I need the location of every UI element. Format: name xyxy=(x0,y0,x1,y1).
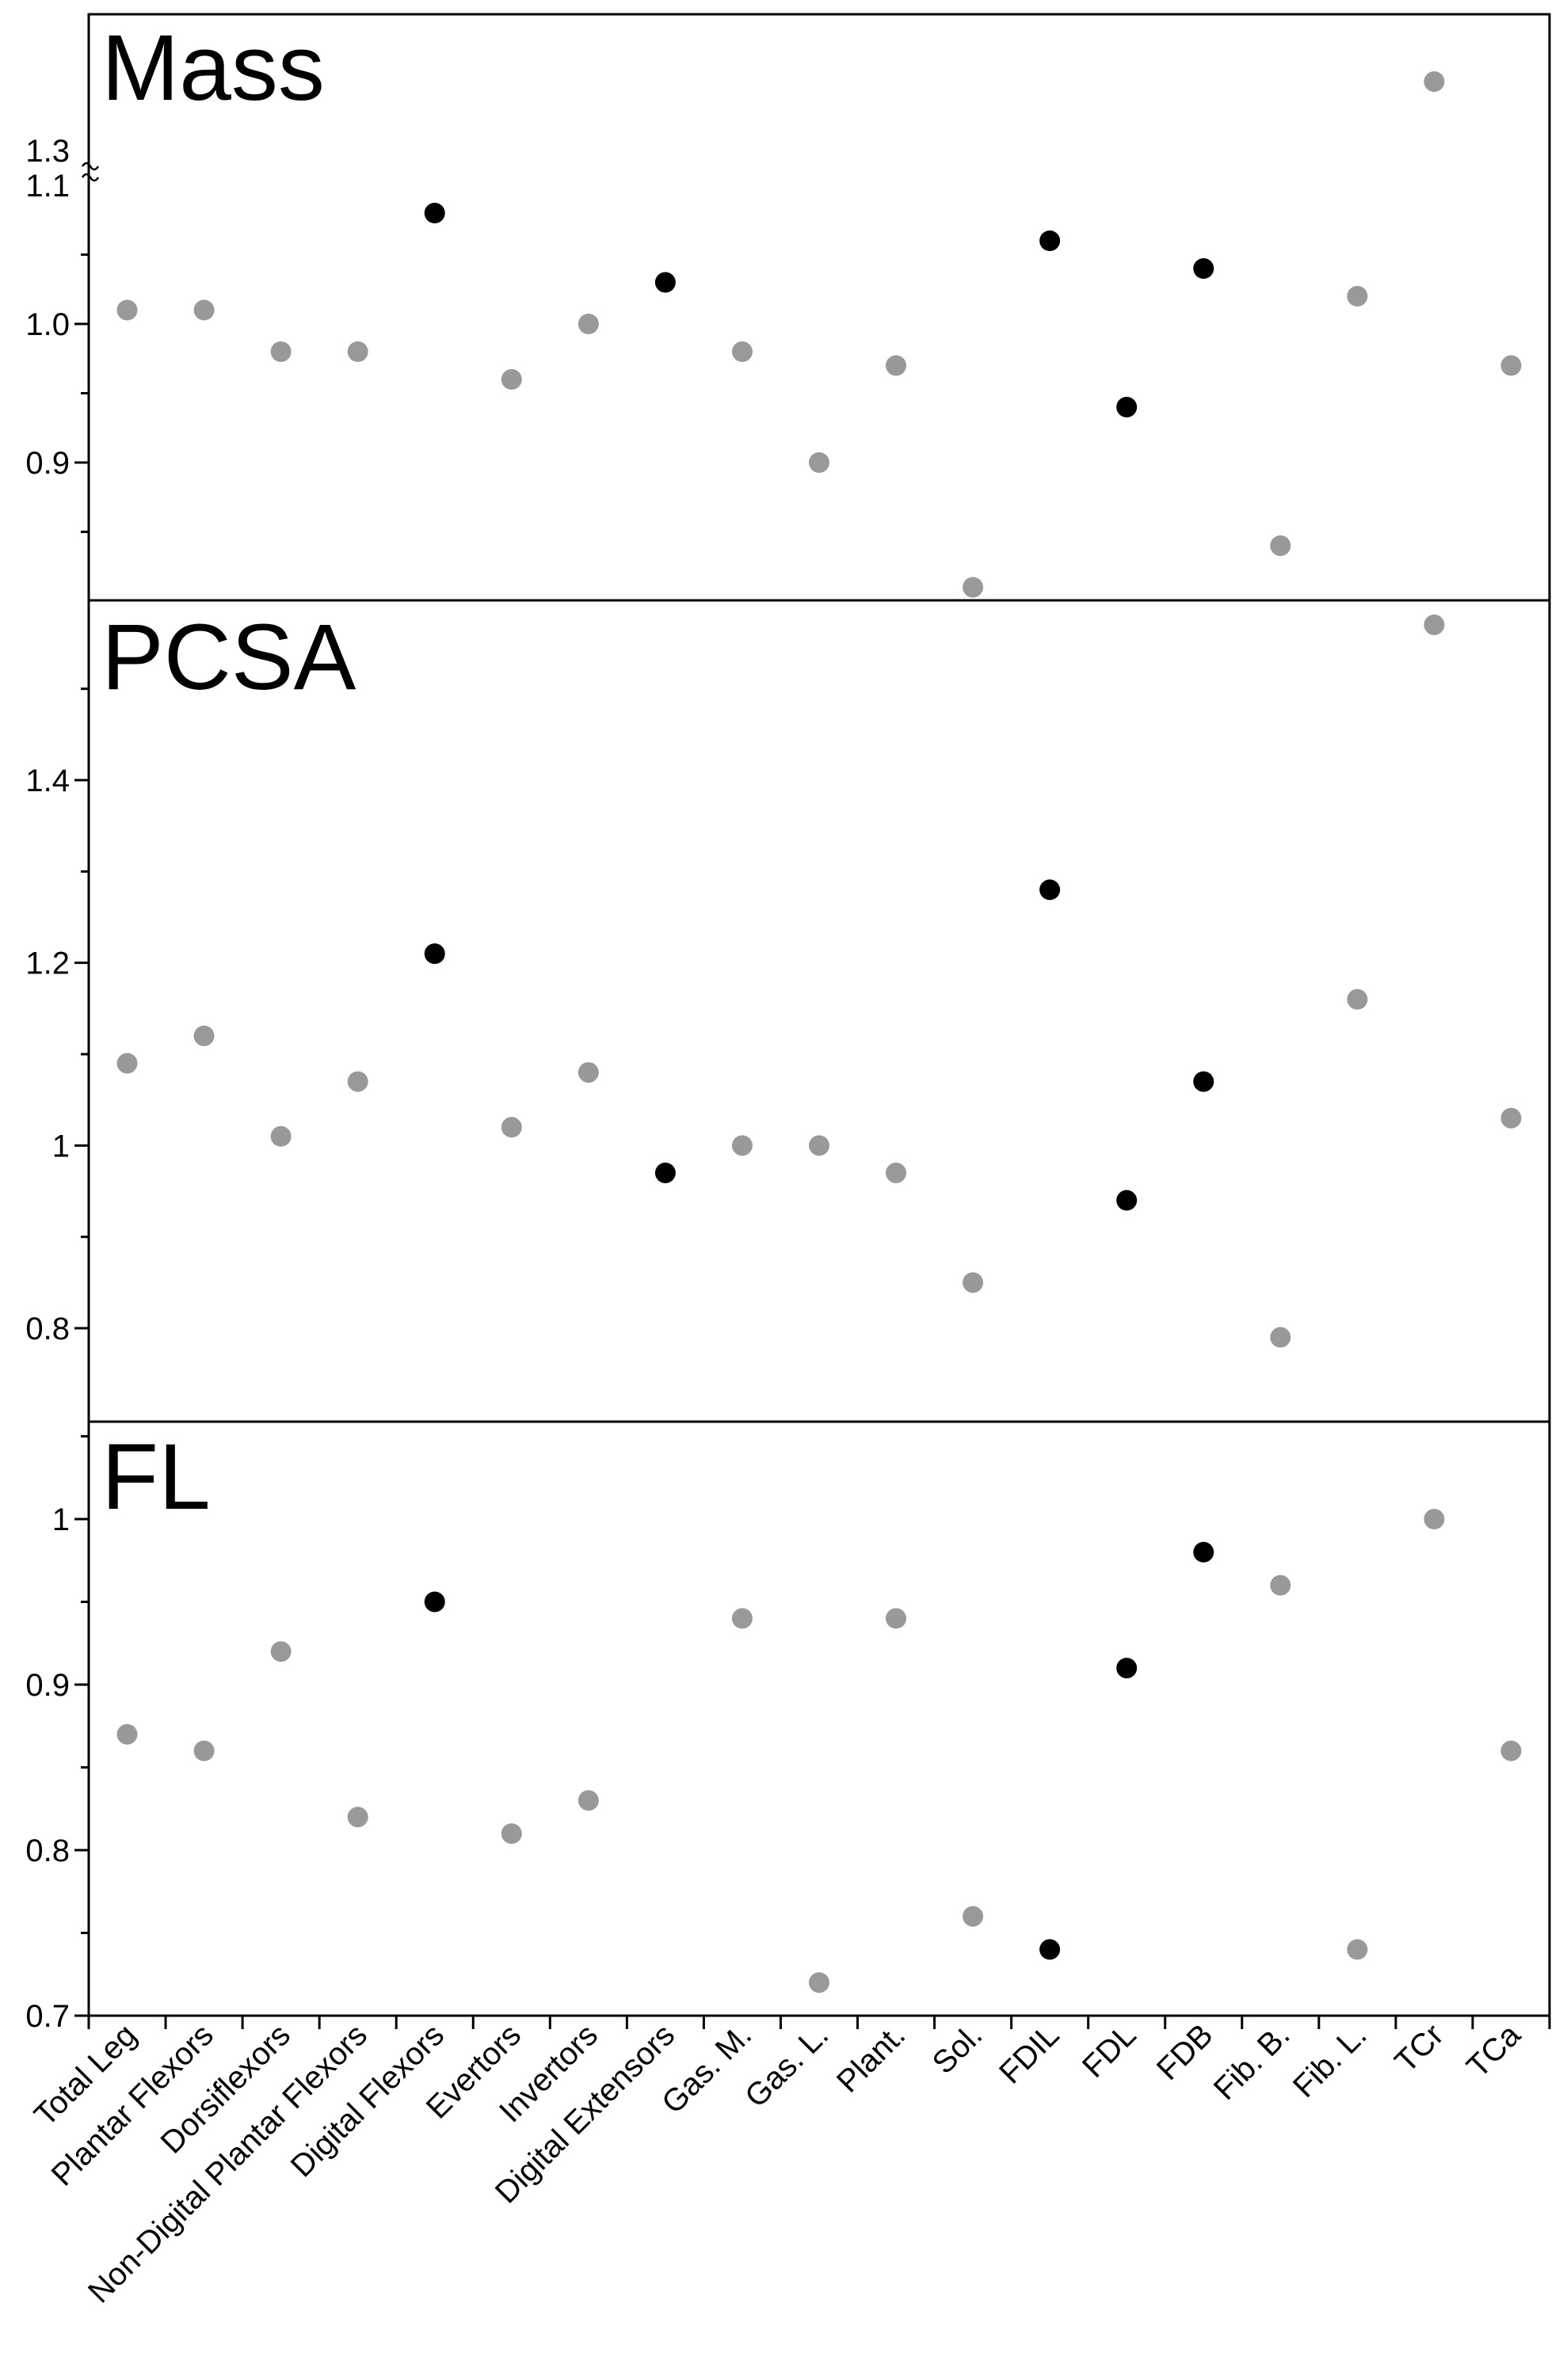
y-tick-label: 0.8 xyxy=(25,1834,70,1868)
data-points xyxy=(116,614,1522,1348)
y-axis: 0.9 1.0 1.11.3 xyxy=(25,134,100,533)
point-invertors xyxy=(578,1790,599,1811)
x-tick-label: Gas. L. xyxy=(738,2017,835,2114)
x-tick-label: FDIL xyxy=(993,2017,1066,2090)
point-fib-b xyxy=(1270,1575,1291,1596)
point-plantar-flexors xyxy=(193,1025,215,1046)
panels: Mass0.91.01.11.3PCSA0.811.21.4FL0.70.80.… xyxy=(25,13,1551,2034)
x-tick-label: Fib. B. xyxy=(1207,2017,1297,2107)
data-points xyxy=(116,71,1522,598)
panel-frame xyxy=(87,599,1551,1423)
x-tick-label: Fib. L. xyxy=(1287,2017,1374,2104)
point-non-digital-plantar-flexors xyxy=(347,1807,368,1828)
point-fib-b xyxy=(1270,535,1291,556)
point-digital-flexors xyxy=(424,1591,445,1613)
panel-title: Mass xyxy=(101,16,325,120)
point-tcr xyxy=(1424,1509,1445,1529)
point-fib-b xyxy=(1270,1327,1291,1348)
x-tick-label: TCr xyxy=(1389,2017,1451,2079)
point-fdb xyxy=(1193,1071,1214,1092)
point-tca xyxy=(1500,1107,1522,1129)
point-sol xyxy=(963,577,984,598)
point-sol xyxy=(963,1906,984,1927)
y-tick-label: 0.8 xyxy=(25,1312,70,1346)
point-gas-l xyxy=(809,452,829,473)
point-fdb xyxy=(1193,1541,1214,1563)
point-plant xyxy=(886,1162,907,1183)
y-axis: 0.8 1 1.2 1.4 xyxy=(25,687,89,1346)
x-tick-label: TCa xyxy=(1460,2017,1527,2085)
point-tcr xyxy=(1424,71,1445,92)
panel-title: FL xyxy=(101,1425,211,1529)
panel-pcsa: PCSA 0.8 1 1.2 1.4 xyxy=(25,599,1551,1423)
panel-title: PCSA xyxy=(101,605,356,710)
y-tick-label: 1.1 xyxy=(25,169,70,204)
point-fdl xyxy=(1116,1190,1138,1211)
point-non-digital-plantar-flexors xyxy=(347,341,368,362)
y-tick-label: 0.9 xyxy=(25,1668,70,1703)
point-gas-l xyxy=(809,1135,829,1156)
y-tick-label: 1.4 xyxy=(25,764,70,798)
axis-break-icon xyxy=(81,162,100,182)
point-plantar-flexors xyxy=(193,1740,215,1761)
y-tick-label: 0.9 xyxy=(25,446,70,481)
point-fib-l xyxy=(1347,988,1368,1010)
point-fdil xyxy=(1039,230,1061,251)
data-points xyxy=(116,1509,1522,1993)
point-dorsiflexors xyxy=(270,1125,292,1147)
point-fib-l xyxy=(1347,286,1368,307)
point-non-digital-plantar-flexors xyxy=(347,1071,368,1092)
point-fdil xyxy=(1039,879,1061,901)
point-gas-l xyxy=(809,1972,829,1993)
point-dorsiflexors xyxy=(270,341,292,362)
y-tick-label: 1 xyxy=(52,1129,70,1163)
panel-frame xyxy=(87,1420,1551,2017)
x-tick-label: FDL xyxy=(1076,2017,1143,2085)
y-tick-label: 0.7 xyxy=(25,1999,70,2034)
point-tcr xyxy=(1424,614,1445,635)
point-digital-flexors xyxy=(424,943,445,965)
y-tick-label: 1.3 xyxy=(25,134,70,169)
point-fdl xyxy=(1116,1658,1138,1679)
point-evertors xyxy=(501,369,522,390)
point-plant xyxy=(886,1608,907,1629)
point-digital-flexors xyxy=(424,203,445,223)
point-evertors xyxy=(501,1823,522,1845)
y-tick-label: 1.0 xyxy=(25,307,70,342)
point-gas-m xyxy=(731,1608,753,1629)
point-total-leg xyxy=(116,1723,138,1745)
panel-mass: Mass 0.9 1.0 1.11.3 xyxy=(25,13,1551,602)
point-fdil xyxy=(1039,1939,1061,1960)
point-evertors xyxy=(501,1117,522,1138)
panel-fl: FL 0.7 0.8 0.9 1 xyxy=(25,1420,1551,2034)
point-gas-m xyxy=(731,341,753,362)
point-tca xyxy=(1500,355,1522,376)
point-digital-extensors xyxy=(654,1162,676,1183)
point-tca xyxy=(1500,1740,1522,1761)
point-plant xyxy=(886,355,907,376)
point-dorsiflexors xyxy=(270,1641,292,1662)
point-fdl xyxy=(1116,397,1138,417)
y-tick-label: 1 xyxy=(52,1502,70,1537)
point-fdb xyxy=(1193,258,1214,279)
x-tick-label: FDB xyxy=(1150,2017,1220,2087)
point-total-leg xyxy=(116,299,138,321)
point-invertors xyxy=(578,1062,599,1083)
x-tick-label: Plant. xyxy=(830,2017,912,2099)
point-sol xyxy=(963,1272,984,1293)
point-plantar-flexors xyxy=(193,299,215,321)
point-digital-extensors xyxy=(654,272,676,293)
y-tick-label: 1.2 xyxy=(25,946,70,981)
y-axis: 0.7 0.8 0.9 1 xyxy=(25,1435,89,2034)
point-invertors xyxy=(578,314,599,334)
point-fib-l xyxy=(1347,1939,1368,1960)
point-total-leg xyxy=(116,1053,138,1074)
point-gas-m xyxy=(731,1135,753,1156)
